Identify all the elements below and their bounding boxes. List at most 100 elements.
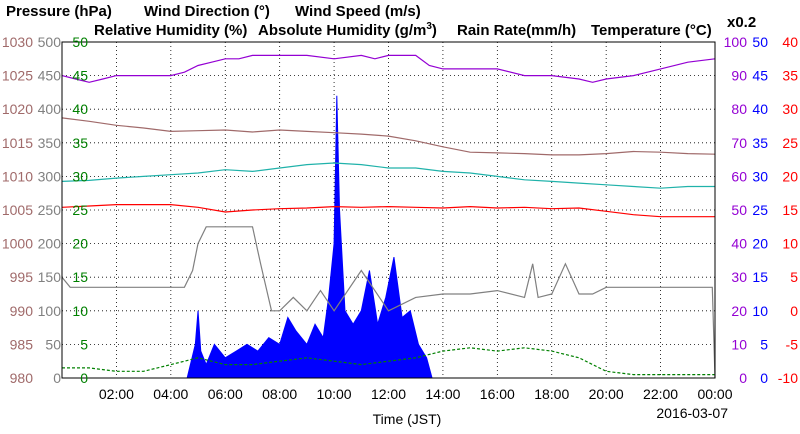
y-tick-rain-rate: 50 [752, 34, 768, 50]
y-tick-rain-rate: 30 [752, 168, 768, 184]
y-tick-rain-rate: 0 [760, 370, 768, 386]
y-tick-pressure: 1000 [2, 236, 33, 252]
y-tick-wind-direction: 150 [38, 269, 62, 285]
y-tick-pressure: 1030 [2, 34, 33, 50]
y-tick-pressure: 1025 [2, 68, 33, 84]
y-tick-wind-direction: 100 [38, 303, 62, 319]
y-tick-pressure: 1010 [2, 168, 33, 184]
y-tick-wind-speed: 40 [72, 101, 88, 117]
y-tick-pressure: 995 [10, 269, 34, 285]
y-tick-wind-speed: 20 [72, 236, 88, 252]
y-tick-pressure: 1020 [2, 101, 33, 117]
y-tick-relative-humidity: 50 [731, 202, 747, 218]
x-tick-label: 14:00 [425, 386, 460, 402]
series-abs-humidity [61, 162, 715, 189]
y-tick-wind-speed: 50 [72, 34, 88, 50]
axes-layer: 1030102510201015101010051000995990985980… [2, 34, 798, 402]
y-tick-temperature: 0 [790, 303, 798, 319]
y-tick-temperature: 40 [782, 34, 798, 50]
y-tick-pressure: 980 [10, 370, 34, 386]
y-tick-temperature: 20 [782, 168, 798, 184]
y-tick-wind-direction: 350 [38, 135, 62, 151]
legend-relative-humidity: Relative Humidity (%) [94, 22, 247, 39]
series-wind-speed [62, 347, 715, 376]
legend-absolute-humidity-text: Absolute Humidity (g/m [258, 22, 426, 39]
y-tick-rain-rate: 15 [752, 269, 768, 285]
x-tick-label: 08:00 [262, 386, 297, 402]
legend-absolute-humidity: Absolute Humidity (g/m3) [258, 21, 437, 39]
y-tick-temperature: 25 [782, 135, 798, 151]
y-tick-pressure: 990 [10, 303, 34, 319]
plot-frame [61, 41, 716, 379]
legend-temperature: Temperature (°C) [591, 22, 712, 39]
y-tick-rain-rate: 5 [760, 336, 768, 352]
y-tick-relative-humidity: 10 [731, 336, 747, 352]
series-wind-direction [61, 226, 716, 379]
chart-date: 2016-03-07 [656, 405, 728, 421]
y-tick-wind-direction: 250 [38, 202, 62, 218]
x-tick-label: 12:00 [371, 386, 406, 402]
legend-abs-scale: x0.2 [727, 14, 756, 31]
legend-absolute-humidity-sup: 3 [426, 21, 432, 32]
y-tick-pressure: 1015 [2, 135, 33, 151]
y-tick-temperature: 10 [782, 236, 798, 252]
y-tick-rain-rate: 40 [752, 101, 768, 117]
y-tick-temperature: -10 [778, 370, 798, 386]
y-tick-pressure: 985 [10, 336, 34, 352]
y-tick-temperature: 30 [782, 101, 798, 117]
legend-pressure: Pressure (hPa) [6, 3, 112, 20]
y-tick-relative-humidity: 20 [731, 303, 747, 319]
x-tick-label: 02:00 [99, 386, 134, 402]
y-tick-rain-rate: 45 [752, 68, 768, 84]
y-tick-relative-humidity: 30 [731, 269, 747, 285]
x-axis-label: Time (JST) [373, 411, 442, 427]
y-tick-wind-direction: 0 [53, 370, 61, 386]
y-tick-rain-rate: 35 [752, 135, 768, 151]
x-tick-label: 04:00 [153, 386, 188, 402]
legend-wind-speed: Wind Speed (m/s) [295, 3, 421, 20]
y-tick-wind-speed: 5 [80, 336, 88, 352]
x-tick-label: 06:00 [208, 386, 243, 402]
y-tick-rain-rate: 10 [752, 303, 768, 319]
x-tick-label: 00:00 [697, 386, 732, 402]
legend-wind-direction: Wind Direction (°) [144, 3, 270, 20]
x-tick-label: 10:00 [317, 386, 352, 402]
y-tick-relative-humidity: 0 [739, 370, 747, 386]
x-tick-label: 20:00 [589, 386, 624, 402]
y-tick-temperature: 15 [782, 202, 798, 218]
y-tick-relative-humidity: 90 [731, 68, 747, 84]
y-tick-relative-humidity: 60 [731, 168, 747, 184]
y-tick-relative-humidity: 100 [724, 34, 748, 50]
series-rel-humidity [61, 54, 716, 83]
series-pressure [61, 117, 716, 156]
y-tick-wind-speed: 15 [72, 269, 88, 285]
x-tick-label: 18:00 [534, 386, 569, 402]
y-tick-temperature: 35 [782, 68, 798, 84]
y-tick-pressure: 1005 [2, 202, 33, 218]
y-tick-wind-speed: 0 [80, 370, 88, 386]
legend-rain-rate: Rain Rate(mm/h) [457, 22, 576, 39]
y-tick-relative-humidity: 70 [731, 135, 747, 151]
y-tick-wind-direction: 500 [38, 34, 62, 50]
y-tick-wind-direction: 400 [38, 101, 62, 117]
y-tick-wind-speed: 30 [72, 168, 88, 184]
y-tick-relative-humidity: 40 [731, 236, 747, 252]
y-tick-wind-direction: 450 [38, 68, 62, 84]
y-tick-wind-speed: 35 [72, 135, 88, 151]
series-layer [61, 54, 716, 379]
y-tick-temperature: -5 [786, 336, 799, 352]
x-tick-label: 22:00 [643, 386, 678, 402]
x-tick-label: 16:00 [480, 386, 515, 402]
y-tick-wind-direction: 200 [38, 236, 62, 252]
y-tick-rain-rate: 25 [752, 202, 768, 218]
y-tick-rain-rate: 20 [752, 236, 768, 252]
y-tick-temperature: 5 [790, 269, 798, 285]
series-temperature [61, 204, 715, 218]
legend-absolute-humidity-close: ) [432, 22, 437, 39]
y-tick-relative-humidity: 80 [731, 101, 747, 117]
y-tick-wind-speed: 25 [72, 202, 88, 218]
y-tick-wind-speed: 10 [72, 303, 88, 319]
y-tick-wind-speed: 45 [72, 68, 88, 84]
y-tick-wind-direction: 300 [38, 168, 62, 184]
